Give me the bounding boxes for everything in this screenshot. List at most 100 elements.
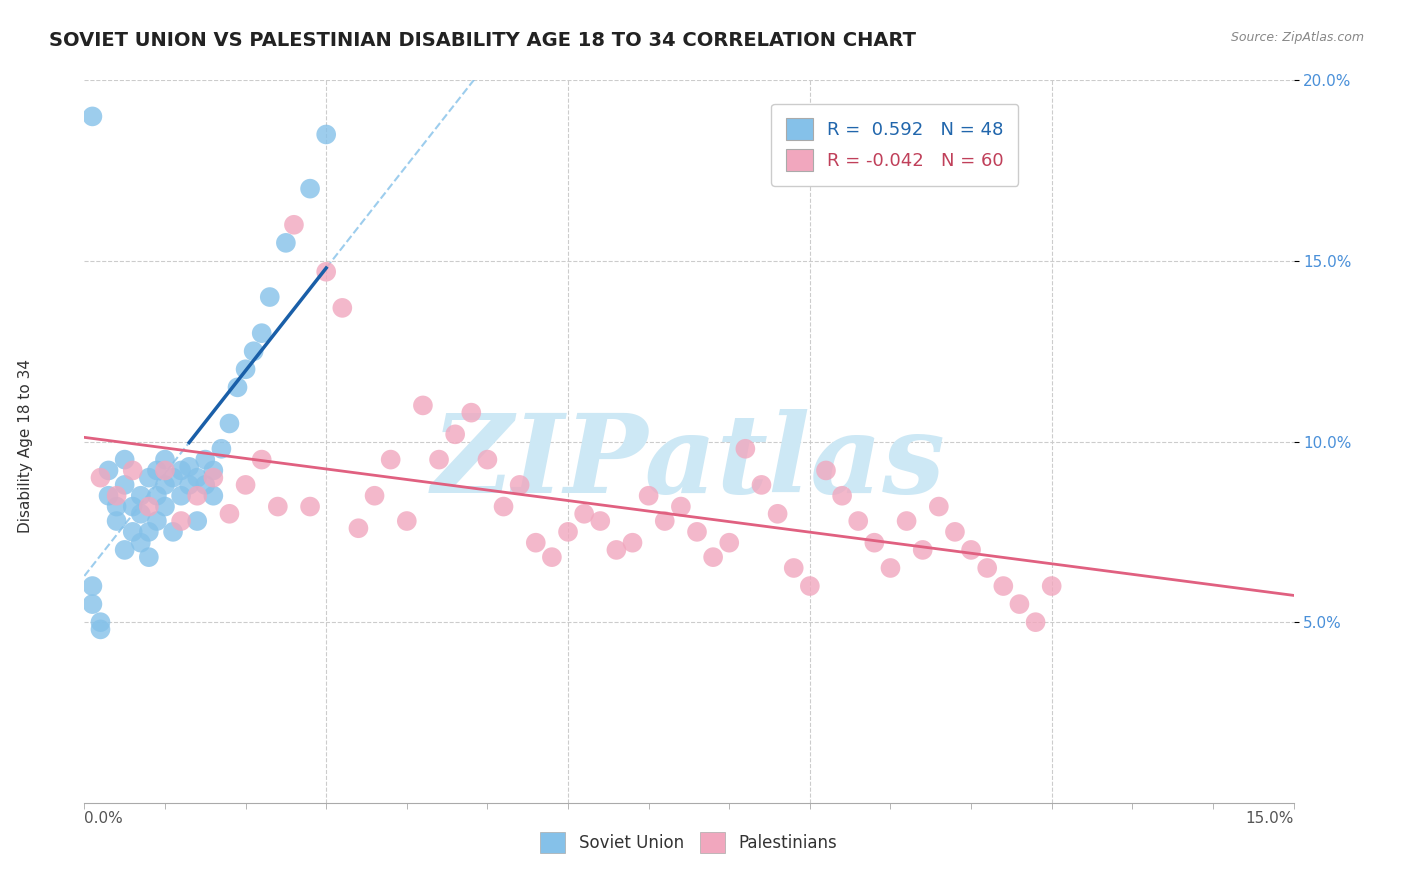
Point [194, 452, 217, 467]
Point [814, 463, 837, 477]
Point [82, 109, 104, 123]
Point [97, 463, 120, 477]
Point [477, 452, 499, 467]
Point [347, 521, 370, 535]
Point [1025, 615, 1047, 630]
Text: SOVIET UNION VS PALESTINIAN DISABILITY AGE 18 TO 34 CORRELATION CHART: SOVIET UNION VS PALESTINIAN DISABILITY A… [49, 31, 917, 50]
Point [380, 452, 402, 467]
Point [202, 463, 225, 477]
Point [686, 524, 709, 539]
Text: Disability Age 18 to 34: Disability Age 18 to 34 [18, 359, 32, 533]
Text: ZIPatlas: ZIPatlas [432, 409, 946, 517]
Point [153, 452, 176, 467]
Point [170, 489, 193, 503]
Point [138, 550, 160, 565]
Point [460, 406, 482, 420]
Point [911, 542, 934, 557]
Point [444, 427, 467, 442]
Point [114, 452, 136, 467]
Point [718, 535, 741, 549]
Point [235, 362, 257, 376]
Point [621, 535, 644, 549]
Point [194, 478, 217, 492]
Point [572, 507, 595, 521]
Point [637, 489, 659, 503]
Point [492, 500, 515, 514]
Point [589, 514, 612, 528]
Point [129, 489, 152, 503]
Point [97, 489, 120, 503]
Point [186, 471, 208, 485]
Point [315, 128, 337, 142]
Text: Source: ZipAtlas.com: Source: ZipAtlas.com [1230, 31, 1364, 45]
Point [605, 542, 627, 557]
Point [153, 500, 176, 514]
Point [235, 478, 257, 492]
Point [783, 561, 806, 575]
Point [799, 579, 821, 593]
Point [202, 471, 225, 485]
Point [274, 235, 297, 250]
Point [209, 442, 232, 456]
Point [846, 514, 869, 528]
Point [218, 507, 240, 521]
Point [186, 489, 208, 503]
Point [259, 290, 281, 304]
Point [299, 500, 322, 514]
Point [121, 463, 143, 477]
Point [138, 500, 160, 514]
Point [509, 478, 531, 492]
Point [129, 535, 152, 549]
Legend: Soviet Union, Palestinians: Soviet Union, Palestinians [534, 826, 844, 860]
Point [702, 550, 724, 565]
Point [121, 500, 143, 514]
Point [89, 623, 111, 637]
Text: 0.0%: 0.0% [84, 812, 124, 827]
Point [242, 344, 264, 359]
Point [879, 561, 901, 575]
Point [82, 579, 104, 593]
Point [226, 380, 249, 394]
Point [121, 524, 143, 539]
Point [299, 182, 322, 196]
Text: 15.0%: 15.0% [1246, 812, 1294, 827]
Point [524, 535, 547, 549]
Point [250, 452, 273, 467]
Point [170, 514, 193, 528]
Point [960, 542, 983, 557]
Point [162, 471, 184, 485]
Point [89, 615, 111, 630]
Point [114, 478, 136, 492]
Point [105, 514, 128, 528]
Point [427, 452, 450, 467]
Point [395, 514, 418, 528]
Point [993, 579, 1015, 593]
Point [1008, 597, 1031, 611]
Point [943, 524, 966, 539]
Point [734, 442, 756, 456]
Point [146, 463, 169, 477]
Point [153, 478, 176, 492]
Point [179, 459, 201, 474]
Point [669, 500, 692, 514]
Point [976, 561, 998, 575]
Point [557, 524, 579, 539]
Point [766, 507, 789, 521]
Point [153, 463, 176, 477]
Point [412, 398, 434, 412]
Point [283, 218, 305, 232]
Point [179, 478, 201, 492]
Point [363, 489, 385, 503]
Point [114, 542, 136, 557]
Point [541, 550, 564, 565]
Point [170, 463, 193, 477]
Point [928, 500, 950, 514]
Point [105, 500, 128, 514]
Point [89, 471, 111, 485]
Point [315, 265, 337, 279]
Point [129, 507, 152, 521]
Point [654, 514, 676, 528]
Point [162, 524, 184, 539]
Point [146, 514, 169, 528]
Point [267, 500, 290, 514]
